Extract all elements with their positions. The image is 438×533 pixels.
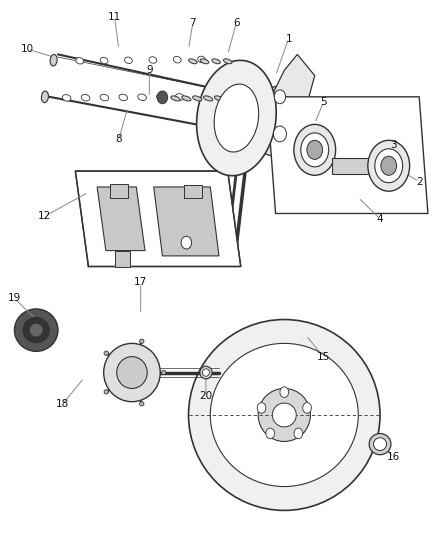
Polygon shape — [75, 171, 241, 266]
Ellipse shape — [162, 370, 166, 375]
Ellipse shape — [200, 59, 209, 64]
Ellipse shape — [374, 438, 387, 450]
Text: 3: 3 — [390, 140, 396, 150]
Ellipse shape — [204, 96, 213, 101]
Circle shape — [381, 156, 396, 175]
Text: 17: 17 — [134, 277, 147, 287]
Ellipse shape — [140, 402, 144, 406]
Ellipse shape — [50, 54, 57, 66]
Ellipse shape — [119, 94, 127, 101]
Text: 4: 4 — [377, 214, 383, 224]
Text: 11: 11 — [108, 12, 121, 22]
Text: 7: 7 — [190, 18, 196, 28]
Ellipse shape — [369, 433, 391, 455]
Ellipse shape — [62, 95, 71, 101]
Ellipse shape — [104, 351, 109, 356]
Ellipse shape — [14, 309, 58, 351]
Text: 10: 10 — [21, 44, 34, 54]
Ellipse shape — [223, 59, 232, 64]
Text: 9: 9 — [146, 66, 153, 75]
Ellipse shape — [124, 57, 132, 63]
Text: 5: 5 — [320, 97, 327, 107]
Circle shape — [294, 428, 303, 439]
Ellipse shape — [212, 59, 220, 64]
Text: 6: 6 — [233, 18, 240, 28]
Ellipse shape — [202, 369, 209, 376]
Circle shape — [375, 149, 403, 183]
Ellipse shape — [197, 60, 276, 176]
Circle shape — [274, 90, 286, 104]
Circle shape — [368, 140, 410, 191]
Text: 20: 20 — [199, 391, 212, 401]
Polygon shape — [245, 86, 297, 160]
Ellipse shape — [182, 96, 191, 101]
Polygon shape — [97, 187, 145, 251]
Ellipse shape — [23, 317, 49, 343]
Ellipse shape — [117, 357, 147, 389]
Circle shape — [307, 140, 322, 159]
Bar — [115, 251, 130, 266]
Text: 12: 12 — [38, 211, 52, 221]
Bar — [184, 185, 201, 198]
Polygon shape — [267, 97, 428, 214]
Text: 16: 16 — [386, 453, 400, 463]
Ellipse shape — [258, 389, 311, 441]
Ellipse shape — [214, 84, 259, 152]
Circle shape — [266, 428, 275, 439]
Circle shape — [303, 402, 311, 413]
Circle shape — [280, 387, 289, 398]
Ellipse shape — [104, 343, 160, 402]
Ellipse shape — [100, 57, 108, 64]
Ellipse shape — [29, 323, 43, 337]
Ellipse shape — [272, 403, 296, 427]
Ellipse shape — [41, 91, 49, 103]
Polygon shape — [271, 54, 315, 108]
Ellipse shape — [100, 94, 109, 101]
Text: 2: 2 — [416, 176, 423, 187]
Circle shape — [257, 402, 266, 413]
Ellipse shape — [157, 94, 165, 100]
Text: 1: 1 — [285, 34, 292, 44]
Text: 18: 18 — [56, 399, 69, 409]
Ellipse shape — [200, 366, 212, 379]
Text: 15: 15 — [317, 352, 330, 361]
Ellipse shape — [210, 343, 358, 487]
Ellipse shape — [76, 58, 84, 64]
Ellipse shape — [214, 96, 224, 101]
Ellipse shape — [188, 319, 380, 511]
Ellipse shape — [140, 339, 144, 343]
Circle shape — [157, 91, 168, 104]
Polygon shape — [332, 158, 376, 174]
Circle shape — [273, 126, 286, 142]
Text: 8: 8 — [116, 134, 122, 144]
Ellipse shape — [81, 94, 90, 101]
Ellipse shape — [171, 96, 180, 101]
Circle shape — [301, 133, 328, 167]
Circle shape — [181, 236, 191, 249]
Ellipse shape — [189, 59, 197, 64]
Bar — [110, 184, 127, 198]
Ellipse shape — [138, 94, 146, 101]
Circle shape — [294, 124, 336, 175]
Ellipse shape — [193, 96, 202, 101]
Text: 19: 19 — [8, 293, 21, 303]
Ellipse shape — [173, 56, 181, 63]
Ellipse shape — [149, 56, 157, 63]
Ellipse shape — [104, 390, 109, 394]
Ellipse shape — [176, 94, 184, 100]
Ellipse shape — [198, 56, 205, 63]
Polygon shape — [154, 187, 219, 256]
